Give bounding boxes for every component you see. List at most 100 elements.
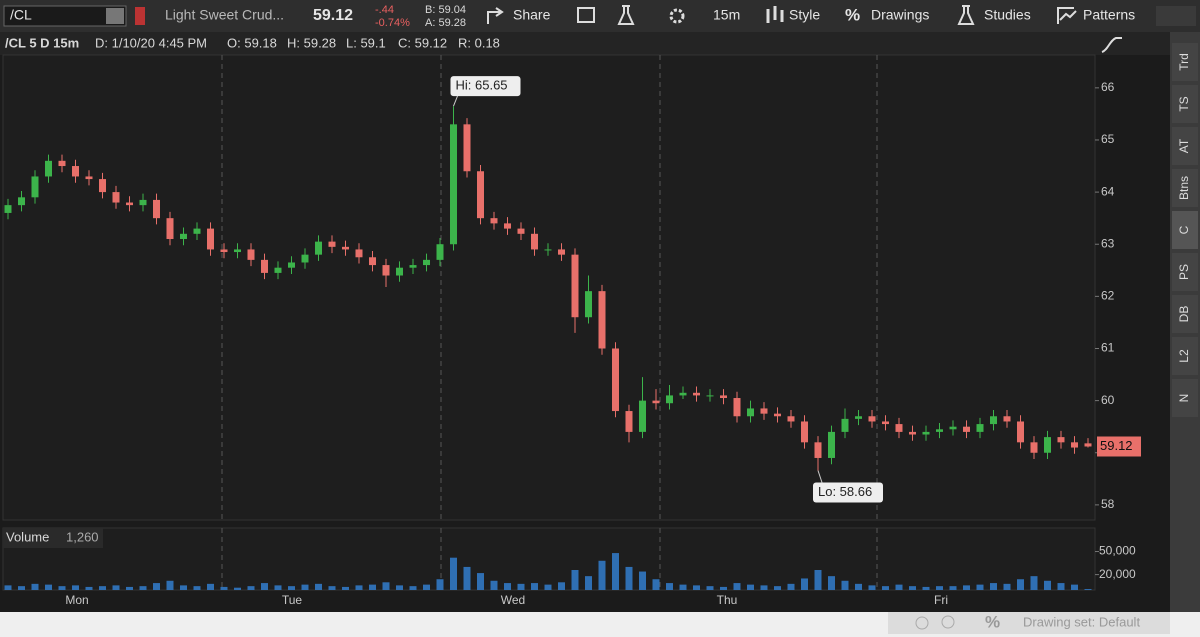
candle-body	[1071, 442, 1078, 448]
candle-body	[585, 291, 592, 318]
dropdown[interactable]	[106, 8, 124, 24]
volume-bar	[261, 583, 268, 590]
volume-bar	[72, 585, 79, 590]
candle-body	[490, 218, 498, 224]
volume-bar	[382, 582, 390, 590]
volume-bar	[949, 586, 957, 590]
candle-body	[666, 395, 673, 404]
change-pct: -0.74%	[375, 17, 410, 29]
candle-body	[679, 392, 687, 396]
candle-body	[355, 249, 363, 258]
candle-body	[315, 241, 322, 255]
lab-icon[interactable]	[617, 5, 635, 25]
volume-bar	[1044, 580, 1051, 590]
volume-bar	[652, 579, 660, 590]
drawing-tools	[888, 612, 1170, 634]
sidebar-tab-label: TS	[1177, 96, 1191, 111]
candle-body	[841, 418, 849, 432]
volume-bar	[544, 584, 552, 590]
symbol-input[interactable]	[3, 5, 127, 27]
candle-body	[436, 244, 444, 260]
volume-bar	[31, 583, 39, 590]
volume-bar	[247, 586, 255, 590]
volume-bar	[490, 580, 498, 590]
volume-bar	[301, 584, 309, 590]
candle-body	[382, 265, 390, 276]
style-button[interactable]: Style	[789, 7, 820, 23]
sidebar-tab[interactable]	[1172, 253, 1198, 291]
volume-bar	[774, 586, 781, 590]
volume-bar	[139, 586, 147, 590]
volume-bar	[666, 583, 673, 590]
candle-body	[571, 254, 579, 318]
volume-bar	[369, 584, 376, 590]
volume-bar	[126, 586, 133, 590]
candle-body	[882, 421, 889, 425]
crosshair-icon[interactable]	[915, 616, 929, 630]
candle-body	[1017, 421, 1024, 443]
volume-bar	[936, 586, 943, 590]
alert-icon[interactable]	[577, 7, 595, 23]
change: -.44	[375, 4, 394, 16]
sidebar-tab[interactable]	[1172, 43, 1198, 81]
timeframe[interactable]: 15m	[713, 7, 740, 23]
volume-bar	[909, 586, 916, 590]
sidebar-tab[interactable]	[1172, 127, 1198, 165]
high-pointer	[453, 95, 458, 107]
candle-body	[45, 160, 52, 177]
volume-bar	[45, 584, 52, 590]
drawings-button[interactable]: Drawings	[871, 7, 929, 23]
high-label: Hi: 65.65	[456, 78, 508, 93]
candle-body	[180, 233, 187, 240]
volume-bar	[396, 585, 403, 590]
patterns-icon[interactable]	[1057, 7, 1077, 24]
volume-bar	[153, 583, 160, 590]
drawing-set[interactable]: Drawing set: Default	[1023, 614, 1140, 629]
candle-body	[261, 259, 268, 273]
volume-bar	[1017, 579, 1024, 590]
candle-body	[274, 267, 282, 273]
share-button[interactable]: Share	[513, 7, 551, 23]
x-tick-label: Tue	[282, 593, 303, 607]
studies-button[interactable]: Studies	[984, 7, 1031, 23]
volume-bar	[274, 585, 282, 590]
header-range: R: 0.18	[458, 35, 500, 50]
candle-body	[166, 218, 174, 240]
sidebar-tab[interactable]	[1172, 169, 1198, 207]
drawings-icon[interactable]: %	[845, 5, 860, 24]
volume-bar	[423, 584, 430, 590]
candle-body	[774, 413, 781, 417]
candle-body	[450, 124, 457, 245]
header-high: H: 59.28	[287, 35, 336, 50]
volume-bar	[747, 584, 754, 590]
style-icon[interactable]	[766, 6, 784, 23]
volume-bar	[328, 586, 336, 590]
studies-icon[interactable]	[957, 5, 975, 25]
settings-icon[interactable]	[669, 8, 685, 24]
sidebar-tab[interactable]	[1172, 85, 1198, 123]
candle-body	[193, 228, 201, 234]
volume-bar	[531, 583, 538, 590]
volume-bar	[801, 578, 808, 590]
sidebar-tab-label: Trd	[1177, 53, 1191, 71]
low-label-box	[813, 482, 883, 503]
volume-label: Volume	[6, 529, 49, 544]
zoom-icon[interactable]	[941, 615, 955, 629]
sidebar-tab[interactable]	[1172, 295, 1198, 333]
volume-bar	[1003, 583, 1011, 590]
volume-bar	[18, 586, 25, 590]
candle-body	[720, 395, 727, 399]
volume-bar	[990, 583, 997, 590]
link-icon[interactable]	[135, 7, 145, 25]
chart-type-icon[interactable]	[1101, 37, 1122, 53]
drawing-tool-icon[interactable]: %	[985, 612, 1000, 631]
candle-body	[976, 424, 984, 432]
toolbar-extra[interactable]	[1156, 6, 1196, 26]
patterns-button[interactable]: Patterns	[1083, 7, 1135, 23]
share-icon[interactable]	[487, 7, 504, 24]
x-tick-label: Wed	[501, 593, 525, 607]
sidebar-tab[interactable]	[1172, 211, 1198, 249]
sidebar-tab[interactable]	[1172, 379, 1198, 417]
x-tick-label: Thu	[717, 593, 738, 607]
sidebar-tab[interactable]	[1172, 337, 1198, 375]
